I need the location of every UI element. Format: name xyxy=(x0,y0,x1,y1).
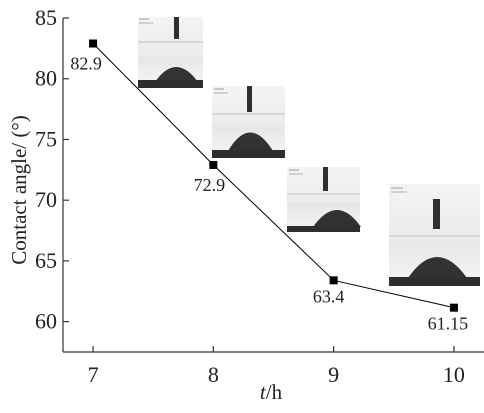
data-point-marker xyxy=(209,160,218,169)
droplet-photo-3 xyxy=(287,167,361,232)
x-axis-ticks: 7 8 9 10 xyxy=(88,346,465,387)
droplet-image-insets xyxy=(138,17,480,286)
data-label: 63.4 xyxy=(313,286,345,306)
y-tick-label: 80 xyxy=(35,66,57,91)
droplet-photo-4 xyxy=(389,184,480,286)
x-axis-title-unit: /h xyxy=(266,380,283,404)
x-axis-title-italic: t xyxy=(260,380,267,404)
series-layer: 82.9 72.9 63.4 61.15 xyxy=(70,39,469,334)
y-axis-title: Contact angle/ (°) xyxy=(7,115,31,265)
x-tick-label: 8 xyxy=(208,362,219,387)
y-tick-label: 60 xyxy=(35,309,57,334)
series-line xyxy=(92,43,455,309)
axes xyxy=(62,18,484,353)
droplet-photo-1 xyxy=(138,17,203,88)
y-axis-ticks: 60 65 70 75 80 85 xyxy=(35,5,69,334)
x-tick-label: 7 xyxy=(88,362,99,387)
data-label: 82.9 xyxy=(70,54,102,74)
y-tick-label: 75 xyxy=(35,126,57,151)
data-point-marker xyxy=(89,39,98,48)
droplet-photo-2 xyxy=(212,86,285,158)
y-tick-label: 70 xyxy=(35,187,57,212)
data-point-marker xyxy=(329,276,338,285)
y-tick-label: 65 xyxy=(35,248,57,273)
data-label: 61.15 xyxy=(428,314,469,334)
y-tick-label: 85 xyxy=(35,5,57,30)
x-axis-title: t/h xyxy=(260,380,283,404)
data-label: 72.9 xyxy=(194,175,226,195)
x-tick-label: 9 xyxy=(328,362,339,387)
data-point-marker xyxy=(449,303,458,312)
x-tick-label: 10 xyxy=(443,362,465,387)
